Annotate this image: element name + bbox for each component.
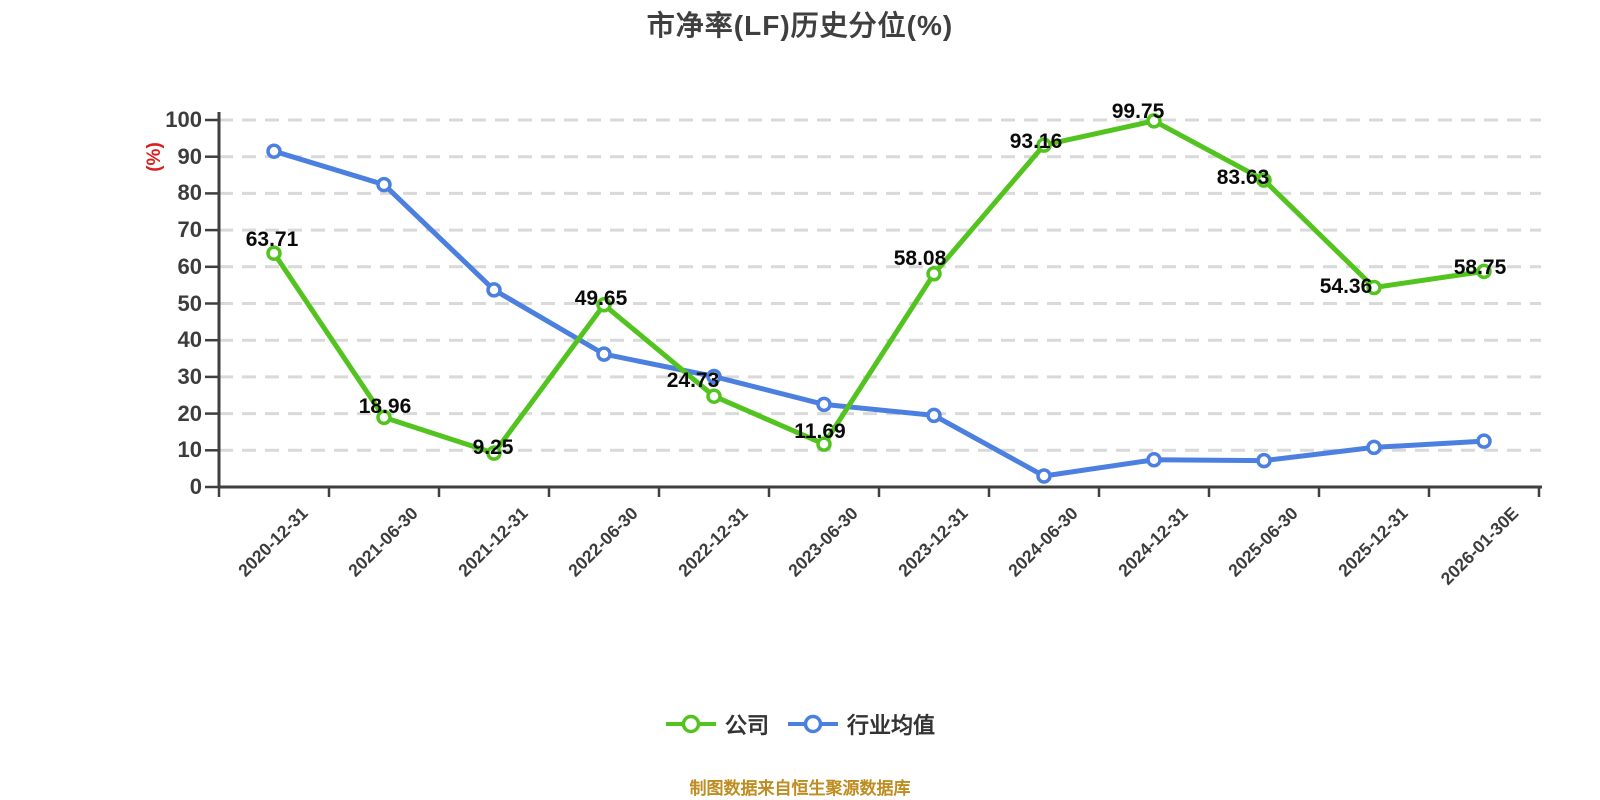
y-tick-label: 20 <box>177 400 202 426</box>
company-data-point[interactable] <box>376 409 392 426</box>
company-data-point[interactable] <box>1036 137 1052 153</box>
company-value-label: 58.75 <box>1453 256 1507 280</box>
industry-data-point[interactable] <box>1146 452 1162 468</box>
industry-data-point[interactable] <box>926 407 942 424</box>
company-value-label: 11.69 <box>794 420 846 444</box>
industry-data-point[interactable] <box>1256 452 1272 469</box>
industry-data-point[interactable] <box>376 176 392 193</box>
y-tick-label: 80 <box>177 180 202 206</box>
legend: 公司 行业均值 <box>665 708 935 740</box>
company-value-label: 24.73 <box>666 369 720 393</box>
company-value-label: 58.08 <box>893 246 947 270</box>
y-tick-label: 90 <box>177 143 202 169</box>
industry-data-point[interactable] <box>486 282 502 298</box>
y-tick-label: 50 <box>177 290 202 316</box>
industry-data-point[interactable] <box>816 396 832 413</box>
chart-title: 市净率(LF)历史分位(%) <box>646 10 954 41</box>
industry-legend-marker <box>788 714 838 734</box>
company-data-point[interactable] <box>486 445 502 461</box>
y-tick-label: 30 <box>177 363 202 389</box>
industry-data-point[interactable] <box>1036 468 1052 484</box>
company-data-point[interactable] <box>266 245 282 261</box>
y-tick-label: 40 <box>177 327 202 353</box>
legend-label-industry: 行业均值 <box>847 713 936 738</box>
company-value-label: 54.36 <box>1319 275 1373 299</box>
y-tick-label: 0 <box>189 474 202 499</box>
legend-label-company: 公司 <box>724 713 769 738</box>
y-tick-label: 60 <box>177 253 202 279</box>
company-data-point[interactable] <box>706 388 722 404</box>
industry-data-point[interactable] <box>266 143 282 159</box>
company-value-label: 49.65 <box>574 286 628 310</box>
industry-data-point[interactable] <box>1476 433 1492 449</box>
company-data-point[interactable] <box>1146 113 1162 129</box>
industry-data-point[interactable] <box>706 368 722 385</box>
company-data-point[interactable] <box>1476 263 1492 280</box>
company-value-label: 99.75 <box>1111 99 1165 123</box>
company-data-point[interactable] <box>1256 172 1272 188</box>
company-legend-marker <box>665 714 716 734</box>
company-data-point[interactable] <box>926 266 942 282</box>
legend-item-company[interactable]: 公司 <box>665 708 769 740</box>
industry-series-line <box>271 148 1487 479</box>
company-value-label: 63.71 <box>245 228 299 252</box>
company-data-point[interactable] <box>1366 279 1382 296</box>
company-data-point[interactable] <box>596 297 612 313</box>
source-note: 制图数据来自恒生聚源数据库 <box>689 779 911 798</box>
y-tick-label: 10 <box>177 437 202 463</box>
y-tick-label: 70 <box>177 217 202 243</box>
y-tick-label: 100 <box>165 107 202 132</box>
company-value-label: 93.16 <box>1009 130 1063 154</box>
company-series-line <box>271 118 1487 456</box>
industry-data-point[interactable] <box>1366 439 1382 456</box>
company-value-label: 18.96 <box>358 395 412 419</box>
company-value-label: 83.63 <box>1216 166 1270 190</box>
legend-item-industry[interactable]: 行业均值 <box>787 708 935 740</box>
company-value-label: 9.25 <box>472 436 514 460</box>
company-data-point[interactable] <box>816 436 832 452</box>
industry-data-point[interactable] <box>596 346 612 362</box>
